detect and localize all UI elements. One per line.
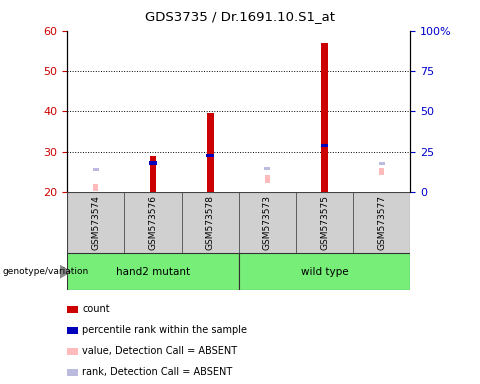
Bar	[93, 184, 98, 191]
Bar	[379, 162, 385, 166]
Bar	[264, 167, 271, 170]
Text: GSM573573: GSM573573	[263, 195, 272, 250]
Bar	[239, 253, 410, 290]
Bar	[321, 144, 328, 147]
Text: count: count	[83, 304, 110, 314]
Text: genotype/variation: genotype/variation	[2, 267, 89, 276]
Bar	[207, 113, 214, 192]
Text: rank, Detection Call = ABSENT: rank, Detection Call = ABSENT	[83, 367, 233, 377]
Text: GSM573577: GSM573577	[377, 195, 386, 250]
Bar	[150, 156, 156, 192]
Bar	[93, 168, 99, 171]
Bar	[206, 154, 214, 157]
Text: GSM573575: GSM573575	[320, 195, 329, 250]
Text: GSM573576: GSM573576	[148, 195, 157, 250]
Bar	[379, 168, 384, 175]
Bar	[353, 192, 410, 253]
Bar	[321, 43, 328, 192]
Text: hand2 mutant: hand2 mutant	[116, 266, 190, 277]
Text: GSM573578: GSM573578	[206, 195, 215, 250]
Text: GDS3735 / Dr.1691.10.S1_at: GDS3735 / Dr.1691.10.S1_at	[145, 10, 335, 23]
Bar	[239, 192, 296, 253]
Text: value, Detection Call = ABSENT: value, Detection Call = ABSENT	[83, 346, 238, 356]
Bar	[67, 192, 124, 253]
Text: wild type: wild type	[301, 266, 348, 277]
Bar	[265, 175, 270, 183]
Bar	[296, 192, 353, 253]
Bar	[149, 161, 157, 165]
Bar	[181, 192, 239, 253]
Bar	[124, 192, 181, 253]
Polygon shape	[60, 265, 72, 279]
Bar	[67, 253, 239, 290]
Text: percentile rank within the sample: percentile rank within the sample	[83, 325, 247, 335]
Text: GSM573574: GSM573574	[91, 195, 100, 250]
